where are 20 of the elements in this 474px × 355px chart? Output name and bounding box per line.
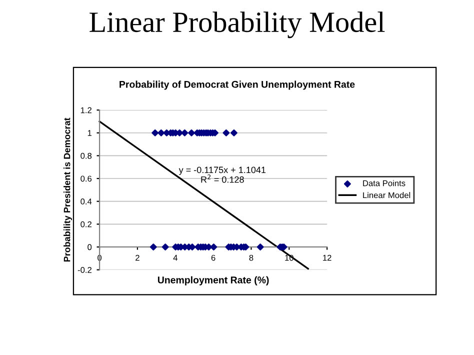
y-tick-label: -0.2 — [78, 267, 92, 273]
y-tick-label: 0.6 — [80, 176, 92, 182]
x-tick-label: 4 — [173, 254, 178, 261]
x-axis-title: Unemployment Rate (%) — [158, 276, 269, 286]
x-tick-label: 6 — [211, 254, 216, 261]
y-tick-label: 0.8 — [80, 152, 92, 159]
chart-subtitle: Probability of Democrat Given Unemployment Rate — [120, 80, 355, 90]
x-tick-label: 8 — [249, 254, 254, 261]
y-axis-title: Probability President is Democrat — [64, 118, 72, 262]
x-tick-label: 2 — [136, 254, 140, 261]
y-tick-label: 0.2 — [80, 221, 92, 228]
y-tick-label: 1 — [88, 130, 92, 136]
y-tick-label: 0 — [88, 244, 92, 250]
y-tick-label: 1.2 — [80, 107, 92, 114]
chart-title: Linear Probability Model — [90, 12, 385, 38]
x-tick-label: 12 — [323, 254, 332, 261]
y-tick-label: 0.4 — [80, 198, 92, 204]
annotation: y = -0.1175x + 1.1041 R$^{2}$ = 0.128 — [178, 166, 266, 183]
legend-label: Linear Model — [363, 192, 410, 198]
legend-label: Data Points — [363, 180, 406, 186]
